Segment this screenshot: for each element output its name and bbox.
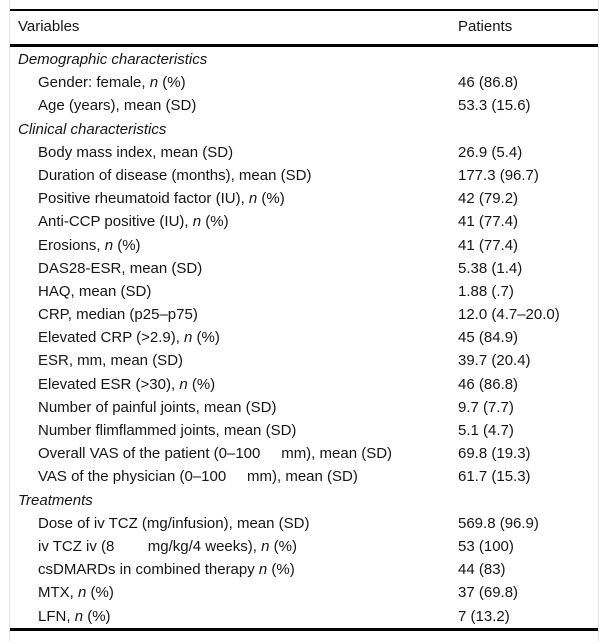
- italic-n: n: [104, 236, 114, 254]
- table-row: DAS28-ESR, mean (SD) 5.38 (1.4): [10, 257, 598, 280]
- section-label: Demographic characteristics: [18, 51, 208, 68]
- section-row: Clinical characteristics: [10, 118, 598, 141]
- italic-n: n: [179, 375, 188, 393]
- row-label: ESR, mm, mean (SD): [38, 352, 184, 370]
- row-value: 42 (79.2): [458, 190, 519, 208]
- row-value: 41 (77.4): [458, 236, 519, 254]
- row-label: VAS of the physician (0–100 mm), mean (S…: [38, 468, 358, 486]
- row-value: 46 (86.8): [458, 375, 519, 393]
- table-row: Dose of iv TCZ (mg/infusion), mean (SD) 5…: [10, 512, 598, 535]
- row-label: HAQ, mean (SD): [38, 282, 152, 300]
- patient-characteristics-table: Variables Patients Demographic character…: [10, 9, 598, 631]
- italic-n: n: [184, 329, 193, 347]
- row-label: Age (years), mean (SD): [38, 97, 197, 115]
- row-value: 26.9 (5.4): [458, 143, 523, 161]
- italic-n: n: [149, 74, 159, 92]
- row-value: 569.8 (96.9): [458, 514, 539, 532]
- row-value: 177.3 (96.7): [458, 166, 539, 184]
- row-label: Anti-CCP positive (IU), n (%): [38, 213, 229, 231]
- italic-n: n: [192, 213, 202, 231]
- table-row: LFN, n (%) 7 (13.2): [10, 605, 598, 628]
- row-label: Erosions, n (%): [38, 236, 141, 254]
- table-row: csDMARDs in combined therapy n (%) 44 (83…: [10, 558, 598, 581]
- row-label: Body mass index, mean (SD): [38, 143, 234, 161]
- row-value: 5.1 (4.7): [458, 422, 514, 439]
- row-label: Number of painful joints, mean (SD): [38, 398, 277, 416]
- table-row: Number of painful joints, mean (SD) 9.7 (…: [10, 396, 598, 419]
- table-row: Anti-CCP positive (IU), n (%) 41 (77.4): [10, 210, 598, 233]
- italic-n: n: [258, 561, 268, 579]
- table-row: HAQ, mean (SD) 1.88 (.7): [10, 280, 598, 303]
- italic-n: n: [248, 190, 258, 208]
- section-row: Treatments: [10, 489, 598, 512]
- column-header-variables: Variables: [18, 18, 80, 35]
- row-value: 45 (84.9): [458, 329, 519, 347]
- table-row: Gender: female, n (%) 46 (86.8): [10, 71, 598, 94]
- table-body: Demographic characteristics Gender: femal…: [10, 47, 598, 631]
- italic-n: n: [78, 584, 87, 602]
- page-left-edge: [9, 0, 10, 641]
- row-value: 61.7 (15.3): [458, 468, 531, 486]
- table-row: Number flimflammed joints, mean (SD) 5.1 …: [10, 419, 598, 442]
- table-row: ESR, mm, mean (SD) 39.7 (20.4): [10, 349, 598, 372]
- row-label: Duration of disease (months), mean (SD): [38, 166, 312, 184]
- italic-n: n: [74, 607, 84, 625]
- table-row: CRP, median (p25–p75) 12.0 (4.7–20.0): [10, 303, 598, 326]
- row-label: Positive rheumatoid factor (IU), n (%): [38, 190, 285, 208]
- row-value: 12.0 (4.7–20.0): [458, 306, 560, 324]
- table-row: Age (years), mean (SD) 53.3 (15.6): [10, 94, 598, 117]
- row-value: 1.88 (.7): [458, 282, 514, 300]
- section-label: Clinical characteristics: [18, 120, 167, 138]
- table-row: Erosions, n (%) 41 (77.4): [10, 234, 598, 257]
- table-header: Variables Patients: [10, 9, 598, 47]
- row-label: Elevated ESR (>30), n (%): [38, 375, 216, 393]
- row-label: Overall VAS of the patient (0–100 mm), m…: [38, 445, 393, 463]
- table-row: VAS of the physician (0–100 mm), mean (S…: [10, 465, 598, 488]
- table-row: Elevated CRP (>2.9), n (%) 45 (84.9): [10, 326, 598, 349]
- row-value: 41 (77.4): [458, 213, 519, 231]
- table-row: MTX, n (%) 37 (69.8): [10, 581, 598, 604]
- section-row: Demographic characteristics: [10, 48, 598, 71]
- row-label: Dose of iv TCZ (mg/infusion), mean (SD): [38, 514, 310, 532]
- table-row: Duration of disease (months), mean (SD) 1…: [10, 164, 598, 187]
- column-header-patients: Patients: [458, 18, 513, 35]
- row-value: 69.8 (19.3): [458, 445, 531, 463]
- row-value: 5.38 (1.4): [458, 259, 523, 277]
- row-value: 53.3 (15.6): [458, 97, 531, 115]
- row-label: Gender: female, n (%): [38, 74, 186, 92]
- row-label: Elevated CRP (>2.9), n (%): [38, 329, 220, 347]
- row-value: 37 (69.8): [458, 584, 519, 602]
- row-label: DAS28-ESR, mean (SD): [38, 259, 203, 277]
- row-value: 53 (100): [458, 537, 514, 555]
- italic-n: n: [261, 537, 270, 555]
- row-label: iv TCZ iv (8 mg/kg/4 weeks), n (%): [38, 537, 297, 555]
- row-label: MTX, n (%): [38, 584, 114, 602]
- row-value: 39.7 (20.4): [458, 352, 531, 370]
- table-row: iv TCZ iv (8 mg/kg/4 weeks), n (%) 53 (10…: [10, 535, 598, 558]
- row-label: csDMARDs in combined therapy n (%): [38, 561, 295, 579]
- page-right-edge: [598, 0, 599, 641]
- table-row: Overall VAS of the patient (0–100 mm), m…: [10, 442, 598, 465]
- row-value: 7 (13.2): [458, 607, 510, 625]
- row-label: LFN, n (%): [38, 607, 111, 625]
- table-row: Elevated ESR (>30), n (%) 46 (86.8): [10, 373, 598, 396]
- table-row: Body mass index, mean (SD) 26.9 (5.4): [10, 141, 598, 164]
- row-value: 46 (86.8): [458, 74, 519, 92]
- table-row: Positive rheumatoid factor (IU), n (%) 42…: [10, 187, 598, 210]
- section-label: Treatments: [18, 491, 93, 509]
- row-label: CRP, median (p25–p75): [38, 306, 198, 324]
- row-value: 9.7 (7.7): [458, 398, 514, 416]
- row-label: Number flimflammed joints, mean (SD): [38, 422, 297, 439]
- row-value: 44 (83): [458, 561, 506, 579]
